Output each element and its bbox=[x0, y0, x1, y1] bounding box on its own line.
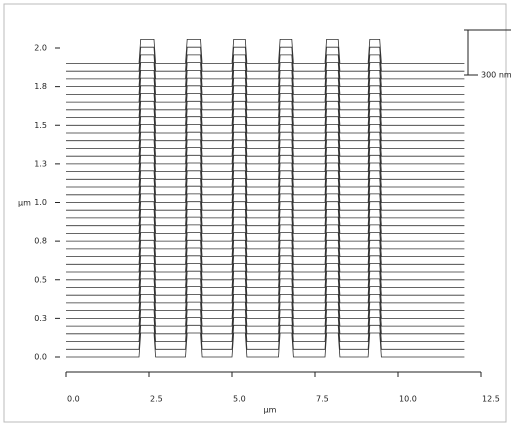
y-tick-label: 1.5 bbox=[34, 121, 47, 130]
scan-line bbox=[66, 216, 465, 242]
scan-line bbox=[66, 255, 465, 281]
scan-line bbox=[66, 139, 465, 165]
x-tick-label: 7.5 bbox=[316, 395, 329, 404]
scan-line bbox=[66, 224, 465, 250]
scan-line bbox=[66, 93, 465, 118]
scan-line bbox=[66, 193, 465, 219]
y-tick-label: 1.8 bbox=[34, 82, 47, 91]
y-tick-label: 0.0 bbox=[34, 353, 47, 362]
scan-line bbox=[66, 108, 465, 134]
scan-line bbox=[66, 100, 465, 126]
scale-bar-label: 300 nm bbox=[481, 71, 511, 80]
y-tick-label: 1.3 bbox=[34, 159, 47, 168]
x-tick-label: 12.5 bbox=[482, 395, 500, 404]
x-tick-label: 5.0 bbox=[233, 395, 246, 404]
y-tick-label: 2.0 bbox=[34, 44, 47, 53]
scan-line bbox=[66, 286, 465, 312]
scan-line bbox=[66, 201, 465, 227]
x-tick-label: 0.0 bbox=[67, 395, 80, 404]
scan-line bbox=[66, 232, 465, 258]
scan-line bbox=[66, 239, 465, 265]
scan-line bbox=[66, 70, 465, 95]
scan-line bbox=[66, 54, 465, 80]
scan-line bbox=[66, 309, 465, 335]
scan-line bbox=[66, 39, 465, 64]
scan-line bbox=[66, 85, 465, 111]
x-axis-label: µm bbox=[264, 406, 277, 415]
y-tick-label: 0.3 bbox=[34, 314, 47, 323]
x-tick-label: 10.0 bbox=[399, 395, 417, 404]
scan-line bbox=[66, 124, 465, 149]
scan-line bbox=[66, 324, 465, 350]
scan-line bbox=[66, 62, 465, 87]
scan-line bbox=[66, 185, 465, 211]
scan-line bbox=[66, 131, 465, 157]
scan-line bbox=[66, 270, 465, 296]
scan-line bbox=[66, 332, 465, 358]
scan-line bbox=[66, 178, 465, 203]
scan-line bbox=[66, 46, 465, 72]
scan-line bbox=[66, 154, 465, 180]
scan-line bbox=[66, 247, 465, 273]
scan-line bbox=[66, 278, 465, 304]
scan-line bbox=[66, 293, 465, 319]
scan-line bbox=[66, 317, 465, 343]
scan-line bbox=[66, 147, 465, 173]
y-tick-label: 0.5 bbox=[34, 275, 47, 284]
y-tick-label: 1.0 bbox=[34, 198, 47, 207]
scan-line bbox=[66, 77, 465, 103]
x-tick-label: 2.5 bbox=[150, 395, 163, 404]
scan-line bbox=[66, 263, 465, 288]
y-axis-label: µm bbox=[18, 199, 31, 208]
scan-line bbox=[66, 208, 465, 234]
scan-line bbox=[66, 170, 465, 196]
scan-line bbox=[66, 116, 465, 142]
y-tick-label: 0.8 bbox=[34, 237, 47, 246]
scan-line bbox=[66, 162, 465, 188]
scan-line bbox=[66, 301, 465, 327]
frame bbox=[3, 3, 507, 423]
